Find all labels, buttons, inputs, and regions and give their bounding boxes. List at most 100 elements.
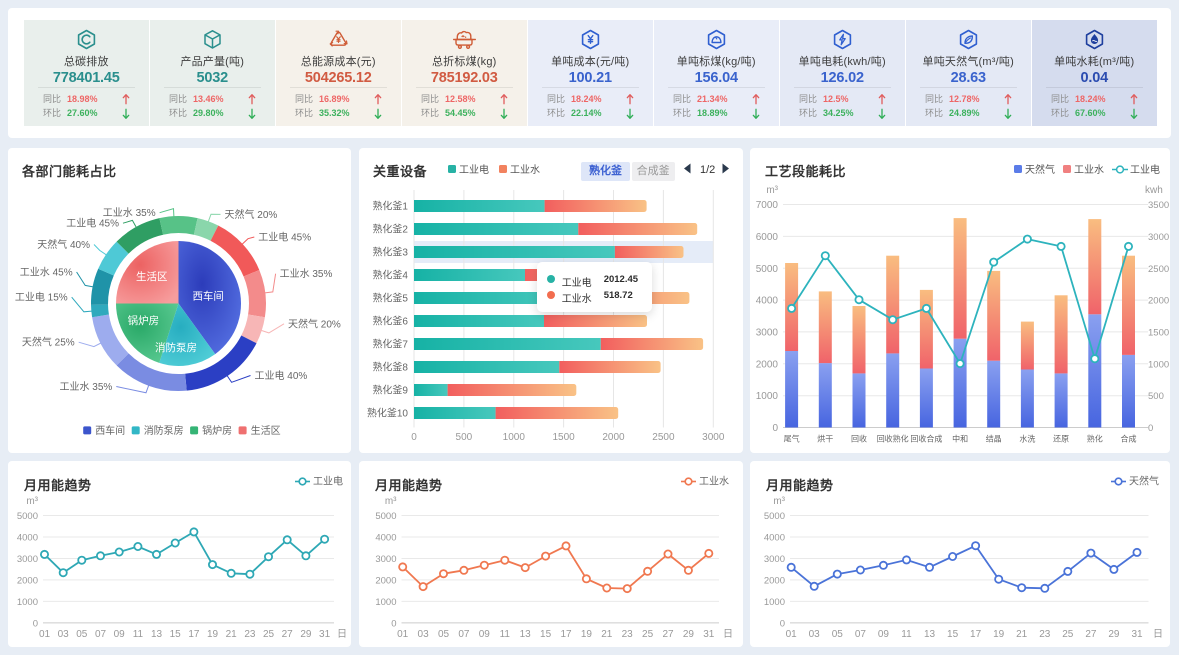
svg-text:0: 0 xyxy=(391,618,396,629)
svg-text:500: 500 xyxy=(456,432,473,443)
svg-text:0: 0 xyxy=(33,618,38,629)
svg-text:天然气 40%: 天然气 40% xyxy=(37,238,90,251)
svg-text:0: 0 xyxy=(411,432,417,443)
svg-text:回收: 回收 xyxy=(851,434,867,444)
svg-text:09: 09 xyxy=(878,629,890,640)
svg-text:1500: 1500 xyxy=(552,432,575,443)
svg-text:27: 27 xyxy=(282,629,294,640)
svg-text:11: 11 xyxy=(133,629,144,640)
svg-text:17: 17 xyxy=(970,629,982,640)
svg-text:3500: 3500 xyxy=(1148,200,1169,211)
svg-text:中和: 中和 xyxy=(952,434,968,444)
svg-text:13: 13 xyxy=(151,629,163,640)
svg-text:25: 25 xyxy=(642,629,654,640)
svg-text:熟化釜8: 熟化釜8 xyxy=(372,361,408,374)
svg-text:1000: 1000 xyxy=(764,597,785,608)
svg-text:05: 05 xyxy=(76,629,88,640)
svg-text:19: 19 xyxy=(207,629,219,640)
svg-text:m³: m³ xyxy=(773,496,785,507)
svg-text:还原: 还原 xyxy=(1053,434,1069,444)
svg-text:工业水 35%: 工业水 35% xyxy=(103,207,156,219)
svg-text:1000: 1000 xyxy=(503,432,526,443)
svg-text:15: 15 xyxy=(540,629,552,640)
svg-text:07: 07 xyxy=(95,629,107,640)
svg-text:15: 15 xyxy=(170,629,182,640)
svg-text:回收合成: 回收合成 xyxy=(910,434,942,444)
svg-text:07: 07 xyxy=(458,629,470,640)
svg-text:13: 13 xyxy=(520,629,532,640)
svg-text:2500: 2500 xyxy=(1148,264,1169,275)
svg-text:5000: 5000 xyxy=(764,511,785,522)
svg-text:熟化釜10: 熟化釜10 xyxy=(367,407,409,420)
svg-text:日: 日 xyxy=(337,629,347,640)
svg-text:21: 21 xyxy=(601,629,613,640)
svg-text:m³: m³ xyxy=(385,496,397,507)
svg-text:27: 27 xyxy=(662,629,674,640)
svg-text:工业电 45%: 工业电 45% xyxy=(66,217,119,230)
svg-text:熟化釜4: 熟化釜4 xyxy=(372,269,408,282)
svg-text:11: 11 xyxy=(901,629,912,640)
svg-text:工业水 35%: 工业水 35% xyxy=(60,381,113,393)
svg-text:熟化釜1: 熟化釜1 xyxy=(372,200,408,213)
svg-text:13: 13 xyxy=(924,629,936,640)
svg-text:工业电 45%: 工业电 45% xyxy=(258,231,311,244)
svg-text:1500: 1500 xyxy=(1148,327,1169,338)
svg-text:11: 11 xyxy=(500,629,511,640)
svg-text:7000: 7000 xyxy=(756,200,779,211)
svg-text:6000: 6000 xyxy=(756,232,779,243)
svg-text:熟化釜3: 熟化釜3 xyxy=(372,246,408,259)
svg-text:19: 19 xyxy=(581,629,593,640)
svg-text:天然气 20%: 天然气 20% xyxy=(288,317,341,330)
svg-text:19: 19 xyxy=(993,629,1005,640)
svg-text:17: 17 xyxy=(188,629,200,640)
svg-text:消防泵房: 消防泵房 xyxy=(155,341,197,354)
svg-text:熟化釜9: 熟化釜9 xyxy=(372,384,408,397)
svg-text:03: 03 xyxy=(58,629,70,640)
svg-text:1000: 1000 xyxy=(1148,359,1169,370)
svg-text:23: 23 xyxy=(622,629,634,640)
svg-text:天然气 25%: 天然气 25% xyxy=(22,336,75,349)
svg-text:31: 31 xyxy=(703,629,715,640)
svg-text:03: 03 xyxy=(809,629,821,640)
svg-text:23: 23 xyxy=(244,629,256,640)
svg-text:日: 日 xyxy=(723,629,733,640)
svg-text:2500: 2500 xyxy=(652,432,675,443)
svg-text:熟化釜7: 熟化釜7 xyxy=(372,338,408,351)
svg-text:03: 03 xyxy=(418,629,430,640)
svg-text:3000: 3000 xyxy=(764,554,785,565)
svg-text:29: 29 xyxy=(300,629,312,640)
svg-text:4000: 4000 xyxy=(756,296,779,307)
svg-text:熟化: 熟化 xyxy=(1087,434,1103,444)
svg-text:3000: 3000 xyxy=(1148,232,1169,243)
svg-text:3000: 3000 xyxy=(702,432,725,443)
svg-text:09: 09 xyxy=(479,629,491,640)
svg-text:1000: 1000 xyxy=(756,391,779,402)
svg-text:25: 25 xyxy=(1062,629,1074,640)
svg-text:kwh: kwh xyxy=(1145,185,1163,196)
svg-text:熟化釜6: 熟化釜6 xyxy=(372,315,408,328)
svg-text:结晶: 结晶 xyxy=(986,434,1002,444)
svg-text:31: 31 xyxy=(319,629,331,640)
svg-text:0: 0 xyxy=(1148,423,1153,434)
svg-text:1000: 1000 xyxy=(17,597,38,608)
svg-text:27: 27 xyxy=(1085,629,1097,640)
svg-text:工业电 40%: 工业电 40% xyxy=(255,369,308,382)
svg-text:日: 日 xyxy=(1153,629,1163,640)
svg-text:31: 31 xyxy=(1131,629,1143,640)
svg-text:m³: m³ xyxy=(766,185,778,196)
svg-text:锅炉房: 锅炉房 xyxy=(202,424,232,437)
svg-text:2000: 2000 xyxy=(375,575,396,586)
svg-text:29: 29 xyxy=(683,629,695,640)
svg-text:生活区: 生活区 xyxy=(136,270,168,283)
svg-text:工业水 35%: 工业水 35% xyxy=(280,268,333,280)
svg-text:4000: 4000 xyxy=(17,533,38,544)
svg-text:0: 0 xyxy=(772,423,778,434)
svg-text:熟化釜2: 熟化釜2 xyxy=(372,223,408,236)
svg-text:熟化釜5: 熟化釜5 xyxy=(372,292,408,305)
svg-text:17: 17 xyxy=(560,629,572,640)
svg-text:5000: 5000 xyxy=(375,511,396,522)
svg-text:4000: 4000 xyxy=(764,533,785,544)
svg-text:消防泵房: 消防泵房 xyxy=(144,424,184,437)
svg-text:25: 25 xyxy=(263,629,275,640)
svg-text:西车间: 西车间 xyxy=(95,424,125,437)
